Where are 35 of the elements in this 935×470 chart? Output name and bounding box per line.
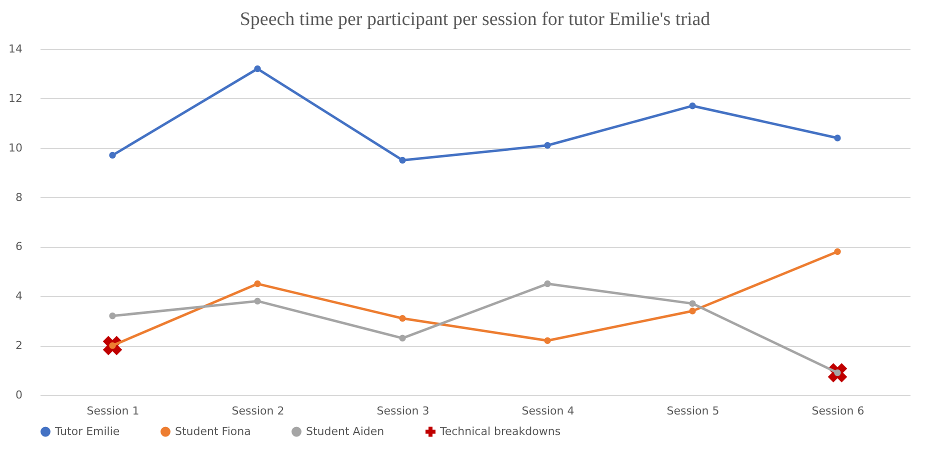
point: [689, 300, 696, 307]
y-tick-label: 4: [16, 290, 22, 303]
y-tick-label: 8: [16, 190, 22, 204]
legend-label: Student Fiona: [175, 424, 251, 438]
y-tick-label: 2: [16, 339, 22, 352]
x-tick-label: Session 2: [232, 404, 284, 418]
legend-label: Technical breakdowns: [439, 424, 561, 438]
point: [109, 312, 116, 320]
x-tick-label: Session 6: [812, 404, 864, 418]
point: [544, 337, 551, 344]
x-tick-label: Session 1: [86, 404, 140, 418]
point: [834, 248, 841, 256]
y-tick-label: 6: [16, 240, 22, 254]
point: [834, 134, 841, 142]
legend-label: Student Aiden: [306, 424, 384, 438]
point: [399, 334, 406, 342]
x-tick-label: Session 3: [376, 404, 430, 418]
y-tick-label: 14: [8, 42, 22, 56]
point: [399, 315, 406, 322]
y-tick-label: 12: [8, 92, 22, 105]
point: [109, 152, 116, 159]
y-tick-label: 10: [8, 141, 22, 154]
point: [544, 142, 551, 149]
point: [689, 308, 696, 314]
chart-title: Speech time per participant per session for tutor Emilie's triad: [240, 9, 711, 30]
point: [544, 280, 551, 288]
point: [399, 156, 406, 164]
point: [254, 298, 261, 304]
y-tick-label: 0: [16, 388, 22, 402]
legend-label: Tutor Emilie: [54, 424, 120, 438]
point: [254, 280, 261, 288]
point: [689, 102, 696, 110]
point: [254, 65, 261, 72]
x-tick-label: Session 5: [666, 404, 720, 418]
x-tick-label: Session 4: [522, 404, 574, 418]
